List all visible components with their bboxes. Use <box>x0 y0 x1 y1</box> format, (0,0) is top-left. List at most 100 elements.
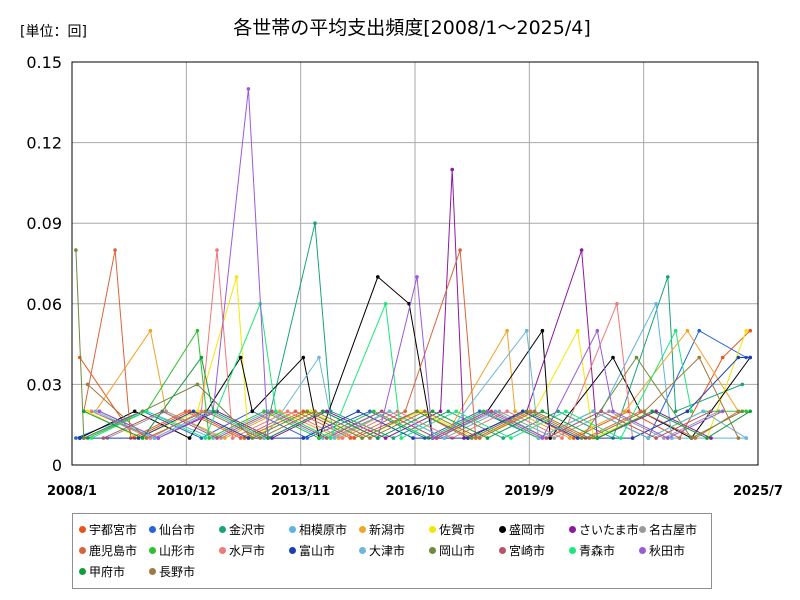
legend-marker <box>429 546 436 554</box>
data-point <box>246 436 251 440</box>
series-14 <box>74 248 745 440</box>
data-point <box>195 328 200 333</box>
data-point <box>203 436 208 440</box>
data-point <box>611 355 615 360</box>
data-point <box>466 436 470 440</box>
data-point <box>513 409 517 414</box>
legend-item: 佐賀市 <box>429 520 499 538</box>
legend-label: 名古屋市 <box>649 522 698 537</box>
series-line <box>75 250 743 439</box>
plot-frame <box>71 61 759 466</box>
data-point <box>748 328 752 333</box>
data-point <box>701 409 705 414</box>
data-point <box>293 409 298 414</box>
legend-item: 金沢市 <box>219 520 289 538</box>
data-point <box>340 436 345 440</box>
data-point <box>619 436 623 440</box>
legend-label: 水戸市 <box>229 543 266 558</box>
data-point <box>211 409 215 414</box>
legend-item: 岡山市 <box>429 541 499 559</box>
data-point <box>313 221 317 225</box>
data-point <box>654 302 658 306</box>
legend-marker <box>639 525 646 533</box>
data-point <box>552 436 556 440</box>
series-line <box>79 357 751 439</box>
data-point <box>270 409 274 414</box>
data-point <box>540 409 545 414</box>
data-point <box>258 436 263 440</box>
data-point <box>505 328 509 333</box>
data-point <box>113 248 117 252</box>
data-point <box>199 355 204 360</box>
series-15 <box>101 409 713 440</box>
data-point <box>540 436 545 440</box>
y-tick-label: 0.15 <box>26 53 62 72</box>
data-point <box>266 436 270 440</box>
data-point <box>685 409 690 414</box>
x-tick-label: 2022/8 <box>619 484 669 499</box>
data-point <box>454 409 459 414</box>
data-point <box>207 436 211 440</box>
data-point <box>611 409 615 414</box>
data-point <box>348 436 353 440</box>
data-point <box>411 436 415 440</box>
data-point <box>328 436 333 440</box>
data-point <box>501 436 506 440</box>
legend-item: 大津市 <box>359 541 429 559</box>
data-point <box>387 409 392 414</box>
data-point <box>82 409 86 414</box>
series-line <box>83 356 751 439</box>
data-point <box>215 436 219 440</box>
legend-label: 宇都宮市 <box>89 522 138 537</box>
data-point <box>587 436 592 440</box>
data-point <box>509 436 513 440</box>
data-point <box>458 248 462 252</box>
data-point <box>736 436 741 440</box>
data-point <box>670 436 674 440</box>
legend-label: 新潟市 <box>369 522 406 537</box>
series-line <box>95 329 747 439</box>
legend-item: 水戸市 <box>219 541 289 559</box>
legend-marker <box>79 525 86 533</box>
legend-marker <box>359 525 366 533</box>
data-point <box>317 355 321 360</box>
data-point <box>234 275 239 279</box>
data-point <box>673 409 678 414</box>
data-point <box>650 409 654 414</box>
data-point <box>524 328 529 333</box>
data-point <box>238 355 243 360</box>
data-point <box>474 436 478 440</box>
series-2 <box>89 221 745 440</box>
data-point <box>285 409 290 414</box>
legend-marker <box>499 525 506 533</box>
data-point <box>278 409 282 414</box>
legend-item: 名古屋市 <box>639 520 709 538</box>
legend-label: 青森市 <box>579 543 616 558</box>
data-point <box>575 328 580 333</box>
data-point <box>195 409 200 414</box>
data-point <box>74 248 78 252</box>
legend-item: さいたま市 <box>569 520 639 538</box>
data-point <box>321 436 325 440</box>
legend-marker <box>149 567 156 575</box>
x-tick-label: 2016/10 <box>385 484 444 499</box>
legend-marker <box>79 567 86 575</box>
legend-item: 新潟市 <box>359 520 429 538</box>
series-18 <box>82 355 752 440</box>
series-line <box>99 88 723 439</box>
y-tick-label: 0.03 <box>26 375 62 394</box>
data-point <box>595 328 600 333</box>
data-point <box>630 436 635 440</box>
y-axis-ticks: 0 0.03 0.06 0.09 0.12 0.15 <box>26 53 62 475</box>
data-point <box>187 409 192 414</box>
data-point <box>634 355 639 360</box>
legend-item: 長野市 <box>149 562 219 580</box>
unit-label: [単位：回] <box>20 24 87 40</box>
data-point <box>470 436 474 440</box>
legend-label: 盛岡市 <box>509 522 546 537</box>
data-point <box>662 436 666 440</box>
data-point <box>250 436 255 440</box>
data-point <box>693 436 698 440</box>
legend-label: 甲府市 <box>89 564 126 579</box>
legend-label: さいたま市 <box>579 522 639 537</box>
